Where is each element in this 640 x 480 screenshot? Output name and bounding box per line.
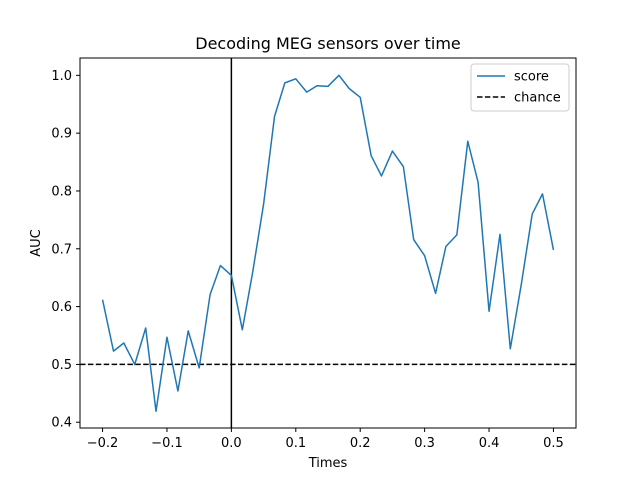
x-tick-label: −0.1 [151,436,183,451]
chart-title: Decoding MEG sensors over time [195,34,461,53]
y-tick-label: 0.9 [51,127,72,142]
y-axis-label: AUC [29,229,44,257]
x-tick-label: 0.3 [414,436,435,451]
x-tick-label: 0.5 [543,436,564,451]
series-line-score [101,74,555,412]
y-tick-label: 0.8 [51,184,72,199]
plot-area [80,58,576,428]
x-tick-label: −0.2 [87,436,119,451]
y-axis: 0.4 0.5 0.6 0.7 0.8 0.9 1.0 [51,69,80,431]
y-tick-label: 0.6 [51,300,72,315]
x-tick-label: 0.4 [479,436,500,451]
x-tick-label: 0.2 [350,436,371,451]
legend-label-score: score [514,70,549,85]
x-axis-label: Times [308,456,348,471]
x-tick-label: 0.0 [221,436,242,451]
y-tick-label: 0.7 [51,242,72,257]
axes-frame [79,57,577,429]
y-tick-label: 0.5 [51,358,72,373]
y-tick-label: 0.4 [51,416,72,431]
legend: score chance [470,63,570,112]
x-axis: −0.2 −0.1 0.0 0.1 0.2 0.3 0.4 0.5 [87,428,564,451]
legend-label-chance: chance [514,91,561,106]
y-tick-label: 1.0 [51,69,72,84]
x-tick-label: 0.1 [285,436,306,451]
